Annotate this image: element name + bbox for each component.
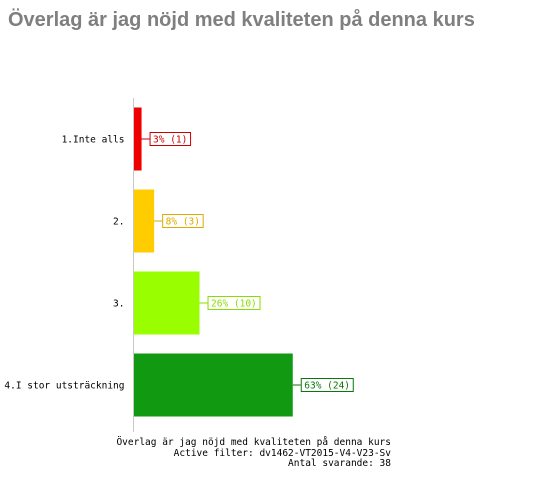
value-label-box [207,296,261,310]
value-label: 63% (24) [304,381,350,392]
category-label: 2. [113,217,124,228]
bar [134,189,155,253]
bar [134,353,293,417]
bar [134,107,142,171]
category-label: 4.I stor utsträckning [4,381,124,392]
caption-active-filter: Active filter: dv1462-VT2015-V4-V23-Sv [173,447,391,459]
bar [134,271,200,335]
page-title: Överlag är jag nöjd med kvaliteten på de… [8,9,475,31]
caption-respondent-count: Antal svarande: 38 [288,458,391,469]
value-label: 3% (1) [153,135,187,146]
value-label-box [300,378,354,392]
value-label: 26% (10) [211,299,257,310]
value-label-box [162,214,204,228]
caption-question: Överlag är jag nöjd med kvaliteten på de… [116,437,391,448]
chart-caption: Överlag är jag nöjd med kvaliteten på de… [116,437,391,470]
value-label-box [149,132,192,146]
category-label: 1.Inte alls [62,135,125,146]
value-label: 8% (3) [166,217,200,228]
category-label: 3. [113,299,124,310]
